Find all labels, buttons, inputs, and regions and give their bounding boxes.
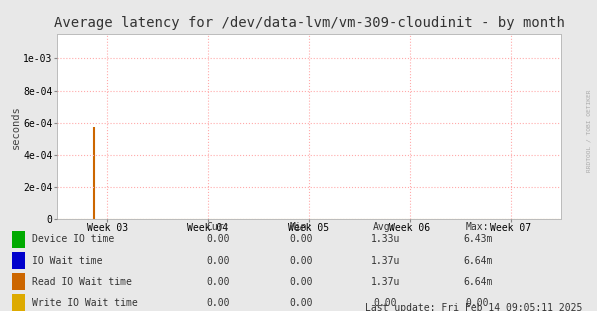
Text: 0.00: 0.00 [206,234,230,244]
FancyBboxPatch shape [12,295,25,311]
Text: Min:: Min: [290,222,313,232]
Text: 0.00: 0.00 [290,277,313,287]
FancyBboxPatch shape [12,231,25,248]
Text: Write IO Wait time: Write IO Wait time [32,298,138,308]
FancyBboxPatch shape [12,273,25,290]
Text: Read IO Wait time: Read IO Wait time [32,277,132,287]
Text: 0.00: 0.00 [373,298,397,308]
Text: IO Wait time: IO Wait time [32,256,103,266]
Text: 0.00: 0.00 [206,256,230,266]
Text: 6.64m: 6.64m [463,256,493,266]
Y-axis label: seconds: seconds [10,105,20,149]
Text: RRDTOOL / TOBI OETIKER: RRDTOOL / TOBI OETIKER [587,89,592,172]
Text: 1.37u: 1.37u [370,256,400,266]
Text: 0.00: 0.00 [290,298,313,308]
Text: 6.64m: 6.64m [463,277,493,287]
FancyBboxPatch shape [12,252,25,269]
Text: 0.00: 0.00 [466,298,490,308]
Text: Device IO time: Device IO time [32,234,115,244]
Text: 0.00: 0.00 [290,234,313,244]
Title: Average latency for /dev/data-lvm/vm-309-cloudinit - by month: Average latency for /dev/data-lvm/vm-309… [54,16,564,30]
Text: 1.37u: 1.37u [370,277,400,287]
Text: 0.00: 0.00 [290,256,313,266]
Text: 6.43m: 6.43m [463,234,493,244]
Text: 1.33u: 1.33u [370,234,400,244]
Text: 0.00: 0.00 [206,277,230,287]
Text: Cur:: Cur: [206,222,230,232]
Text: Avg:: Avg: [373,222,397,232]
Text: Last update: Fri Feb 14 09:05:11 2025: Last update: Fri Feb 14 09:05:11 2025 [365,303,582,311]
Text: 0.00: 0.00 [206,298,230,308]
Text: Max:: Max: [466,222,490,232]
